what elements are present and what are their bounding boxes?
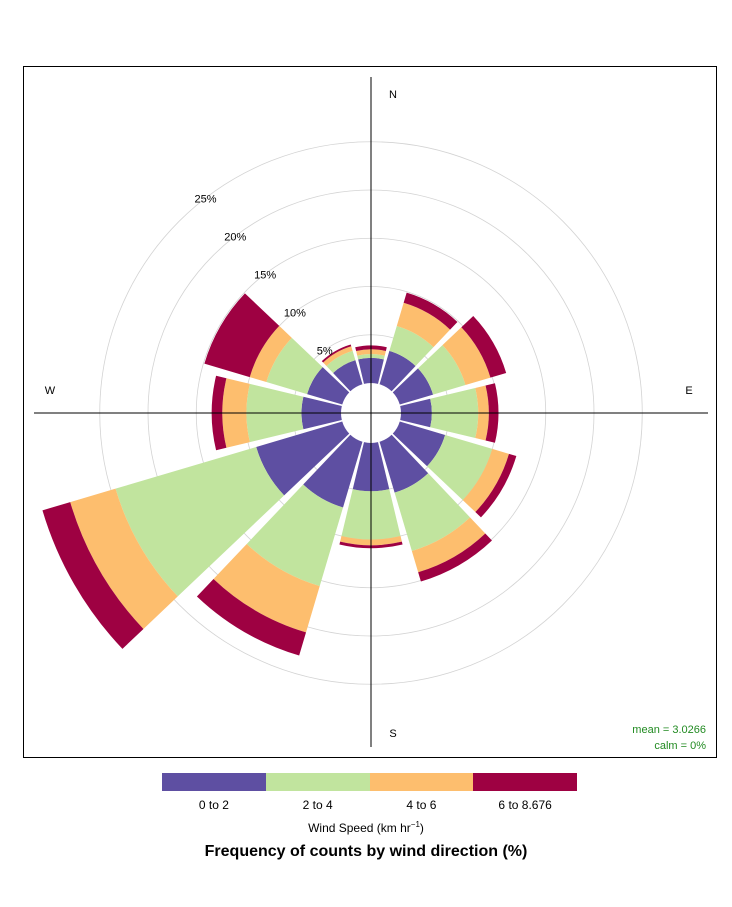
wind-petals: [42, 292, 517, 656]
petal-120-bin-1: [427, 434, 493, 501]
petal-60-bin-3: [461, 315, 507, 378]
petal-210-bin-3: [196, 578, 307, 656]
petal-150-bin-0: [379, 434, 429, 493]
radial-tick-label-15: 15%: [254, 270, 276, 282]
petal-300-bin-3: [204, 293, 280, 378]
plot-frame: 5% 10% 15% 20% 25% N S E W mean = 3.0266 cal…: [23, 66, 717, 758]
chart-title: Frequency of counts by wind direction (%…: [204, 843, 528, 860]
legend-label-2: 4 to 6: [406, 798, 437, 812]
radial-tick-label-5: 5%: [317, 345, 333, 357]
radial-tick-label-10: 10%: [284, 307, 306, 319]
legend-label-1: 2 to 4: [302, 798, 333, 812]
radial-tick-label-25: 25%: [195, 194, 217, 206]
wind-rose-svg: 5% 10% 15% 20% 25% N S E W mean = 3.0266 cal…: [34, 77, 708, 752]
petal-330-bin-3: [321, 344, 352, 363]
radial-tick-labels: 5% 10% 15% 20% 25%: [195, 194, 333, 358]
petal-120-bin-3: [475, 453, 517, 518]
calm-stat: calm = 0%: [654, 740, 706, 752]
compass-label-west: W: [45, 385, 56, 397]
petal-330-bin-1: [326, 350, 356, 374]
petal-120-bin-0: [392, 421, 446, 467]
petal-150-bin-2: [411, 517, 486, 573]
petal-30-bin-2: [396, 302, 451, 348]
petal-150-bin-3: [418, 533, 492, 582]
petal-210-bin-2: [213, 543, 320, 633]
petal-330-bin-0: [333, 360, 363, 392]
petal-30-bin-3: [403, 292, 458, 330]
wind-speed-legend: [162, 773, 577, 791]
legend-swatch-1: [265, 773, 370, 791]
legend-swatch-0: [162, 773, 266, 791]
petal-210-bin-1: [246, 484, 344, 587]
petal-180-bin-3: [339, 541, 403, 549]
petal-60-bin-2: [442, 327, 491, 386]
compass-label-north: N: [389, 89, 397, 101]
petal-300-bin-0: [307, 367, 350, 405]
petal-240-bin-2: [70, 488, 178, 629]
compass-label-east: E: [685, 385, 692, 397]
petal-120-bin-2: [462, 448, 509, 513]
legend-title: Wind Speed (km hr−1): [308, 820, 424, 835]
legend-swatch-3: [473, 773, 577, 791]
petal-240-bin-3: [42, 502, 144, 649]
compass-axes: [34, 77, 708, 747]
petal-150-bin-1: [394, 473, 471, 551]
petal-30-bin-0: [379, 350, 416, 392]
compass-label-south: S: [389, 728, 396, 740]
petal-60-bin-1: [417, 345, 466, 395]
petal-240-bin-0: [256, 421, 350, 496]
petal-330-bin-2: [323, 346, 353, 367]
legend-label-0: 0 to 2: [198, 798, 229, 812]
petal-300-bin-2: [249, 325, 292, 383]
petal-300-bin-1: [266, 337, 323, 395]
petal-30-bin-1: [389, 325, 434, 367]
legend-swatch-2: [369, 773, 474, 791]
petal-60-bin-0: [392, 368, 434, 405]
petal-210-bin-0: [303, 434, 363, 508]
petal-240-bin-1: [115, 447, 285, 597]
radial-tick-label-20: 20%: [224, 232, 246, 244]
mean-stat: mean = 3.0266: [632, 724, 706, 736]
legend-label-3: 6 to 8.676: [498, 798, 552, 812]
